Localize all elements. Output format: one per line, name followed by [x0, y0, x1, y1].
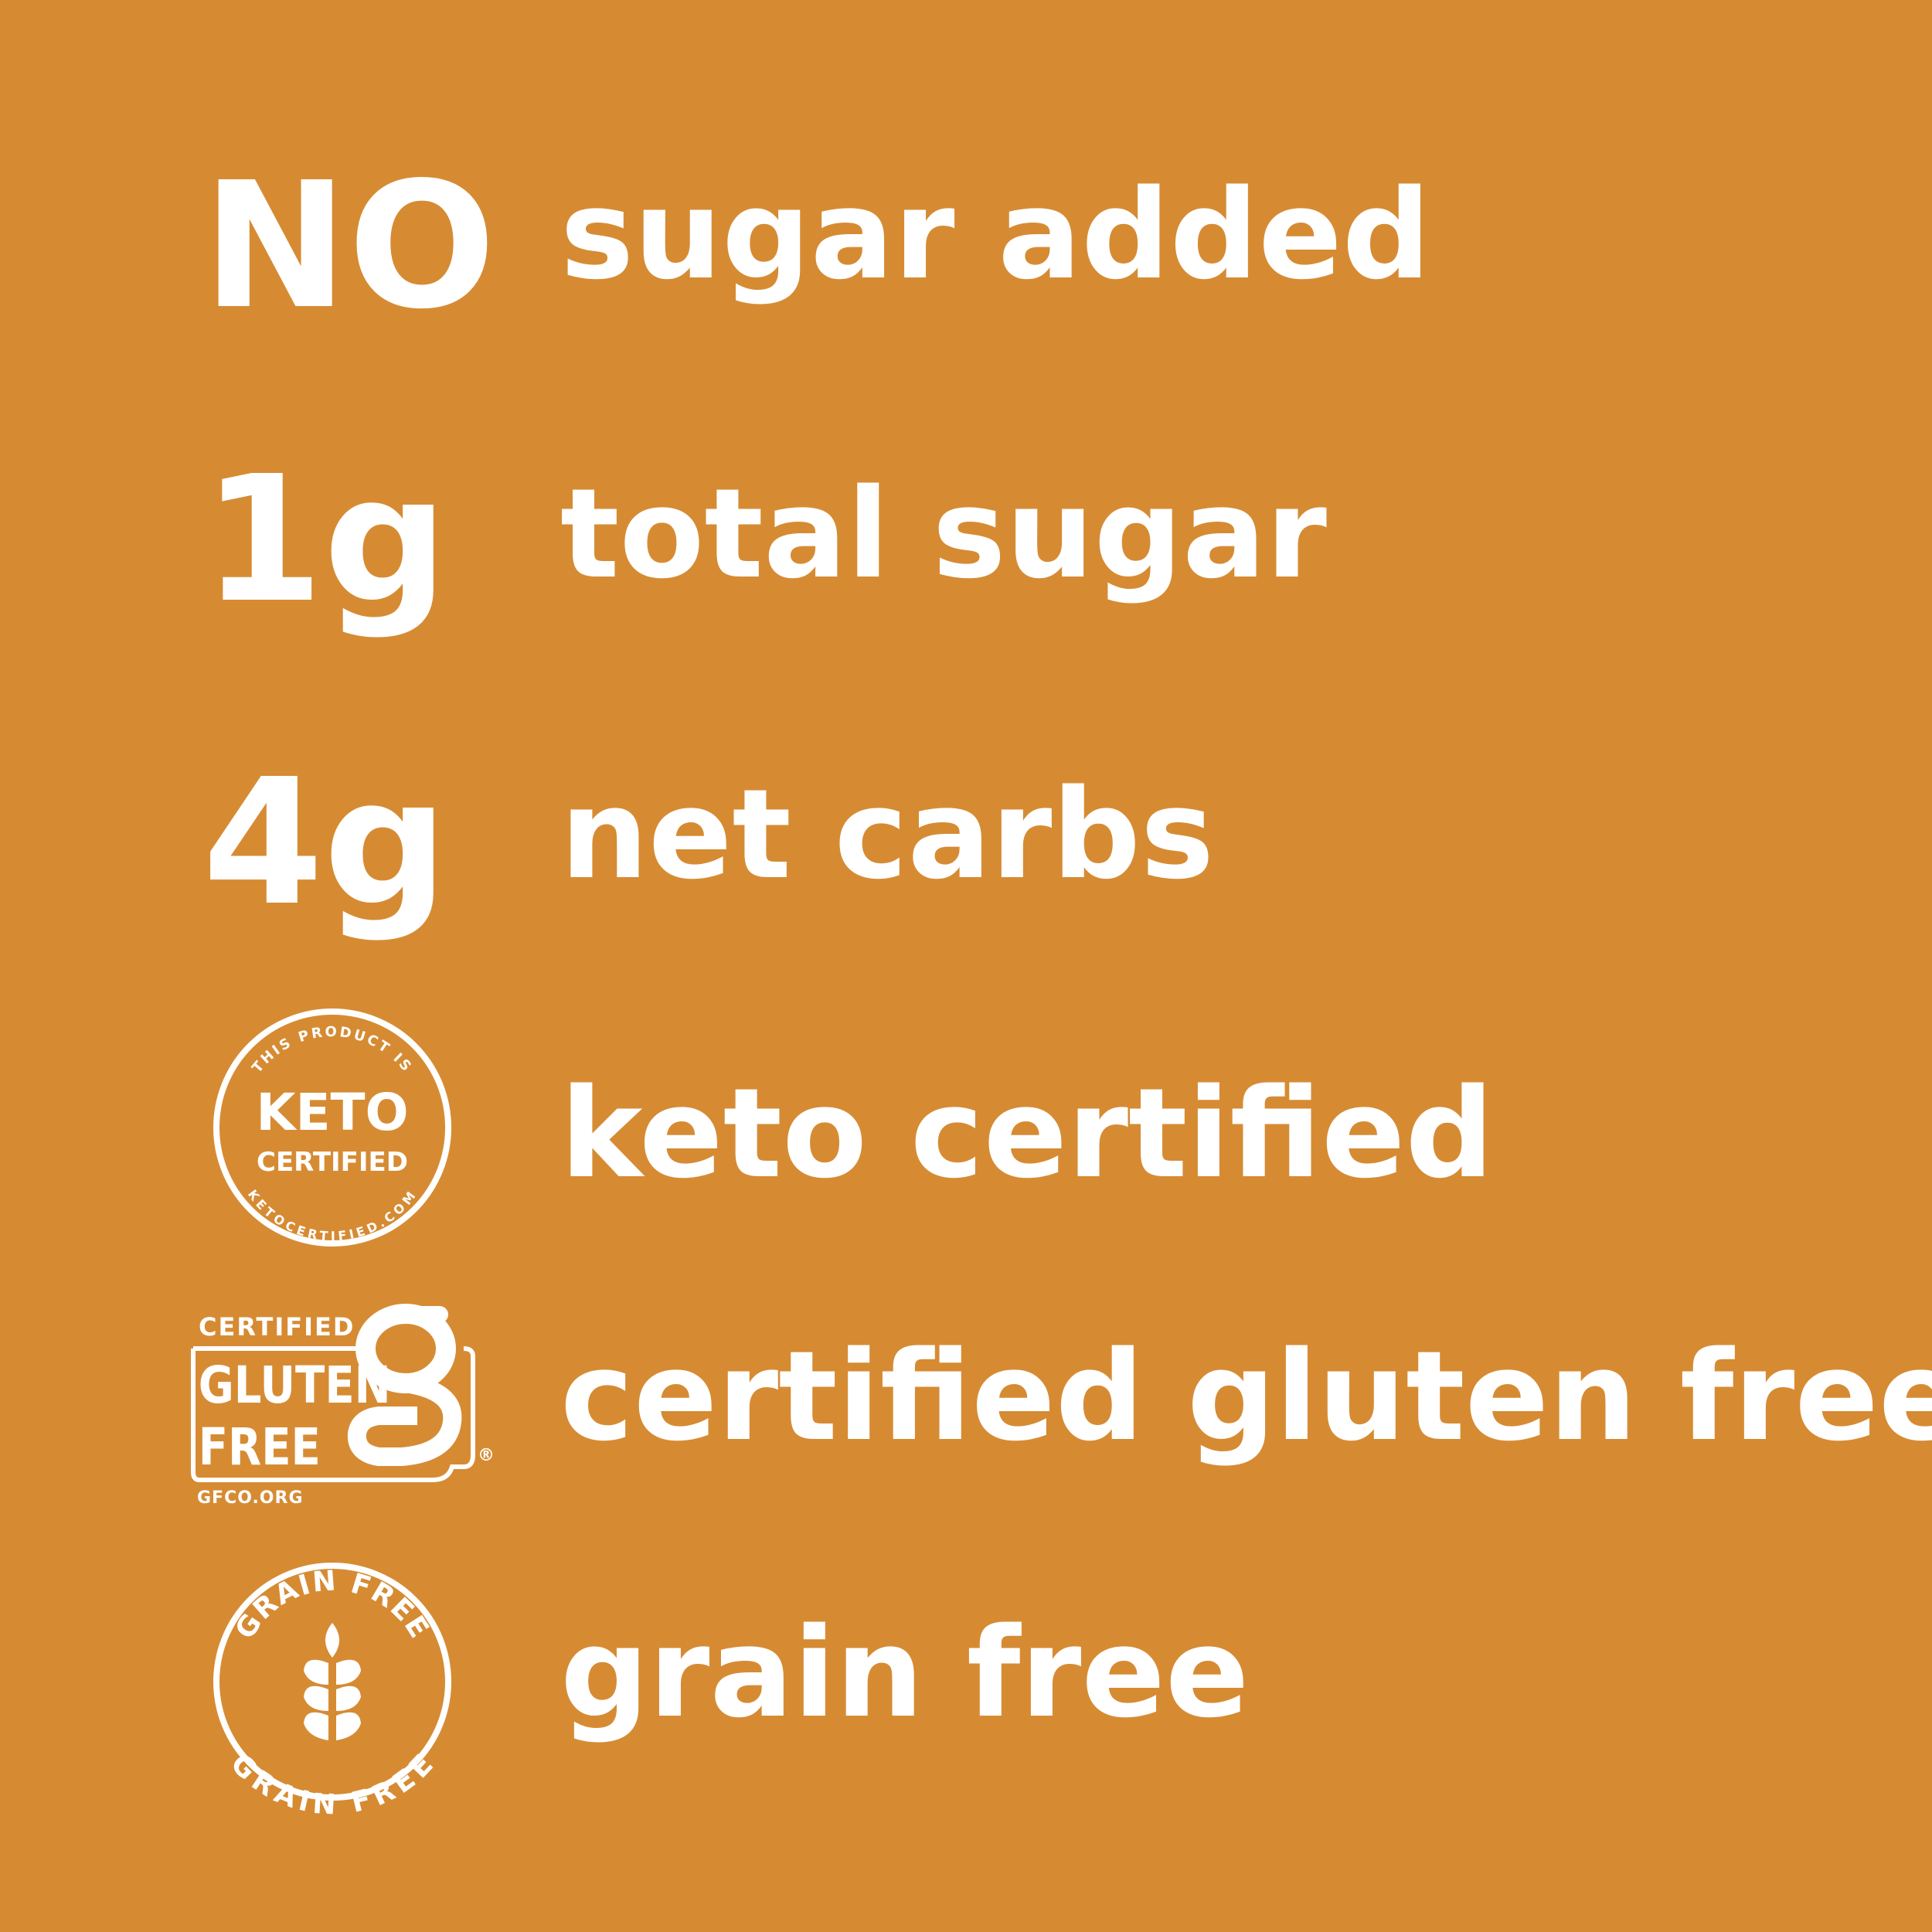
- lead-4g: 4g: [202, 742, 448, 944]
- claim-certified-gluten-free: certified gluten free: [560, 1324, 1932, 1468]
- claim-net-carbs: net carbs: [560, 762, 1214, 906]
- claim-keto-certified: keto certified: [560, 1061, 1494, 1206]
- grain-free-badge: GRAIN FREE GRAIN FREE: [213, 1563, 451, 1821]
- claim-sugar-added: sugar added: [560, 162, 1430, 307]
- keto-certified-badge: THIS PRODUCT IS KETO CERTIFIED KETOCERTI…: [213, 1009, 451, 1247]
- gluten-free-badge: CERTIFIED GLUTEN FREE ® GFCO.ORG: [191, 1304, 495, 1508]
- claim-total-sugar: total sugar: [560, 461, 1327, 606]
- grain-bottom-arc: GRAIN FREE: [224, 1747, 440, 1821]
- gluten-line1: GLUTEN: [199, 1356, 391, 1416]
- keto-line2: CERTIFIED: [257, 1147, 408, 1178]
- gfco-g-icon: [347, 1304, 462, 1466]
- gluten-top: CERTIFIED: [199, 1312, 355, 1342]
- gluten-line2: FREE: [199, 1418, 321, 1478]
- claim-grain-free: grain free: [560, 1600, 1249, 1745]
- keto-top-arc: THIS PRODUCT IS: [249, 1024, 416, 1076]
- lead-1g: 1g: [202, 439, 448, 641]
- registered-mark: ®: [478, 1446, 495, 1465]
- wheat-icon: [304, 1623, 361, 1740]
- keto-line1: KETO: [256, 1083, 408, 1142]
- keto-bottom-arc: KETOCERTIFIED.COM: [245, 1187, 420, 1243]
- lead-no: NO: [202, 145, 496, 348]
- gluten-url: GFCO.ORG: [197, 1488, 304, 1508]
